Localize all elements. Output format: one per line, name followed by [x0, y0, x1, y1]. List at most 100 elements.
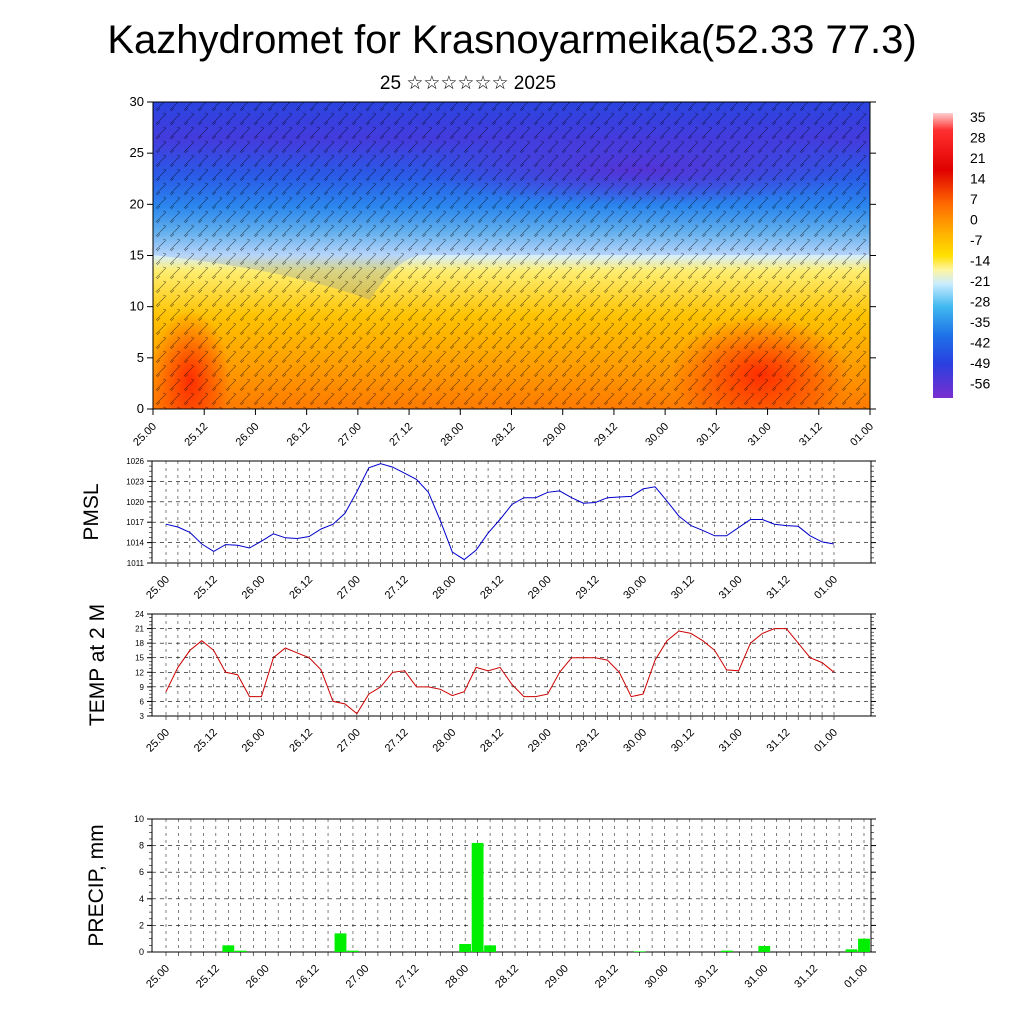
xsec-x-tick-label: 26.12 [285, 421, 313, 449]
x-tick-label: 31.12 [764, 727, 792, 755]
x-tick-label: 28.00 [430, 574, 458, 602]
y-tick-label: 1026 [126, 457, 144, 466]
x-tick-label: 26.12 [287, 574, 315, 602]
x-tick-label: 27.00 [344, 963, 372, 991]
colorbar-gradient [933, 113, 953, 398]
y-tick-label: 15 [135, 654, 144, 663]
x-tick-label: 25.00 [144, 727, 172, 755]
xsec-y-tick-label: 0 [137, 401, 144, 416]
y-tick-label: 9 [140, 683, 145, 692]
y-tick-label: 2 [139, 920, 144, 930]
xsec-x-tick-label: 29.00 [541, 421, 569, 449]
x-tick-label: 30.00 [621, 574, 649, 602]
x-tick-label: 01.00 [812, 727, 840, 755]
precip-panel: 0 2 4 6 8 10 25.00 25.12 26.00 26.12 27.00 27.12 28.… [85, 814, 876, 991]
colorbar-label: 28 [970, 130, 986, 146]
xsec-x-tick-label: 29.12 [592, 421, 620, 449]
colorbar-label: -7 [970, 232, 983, 248]
xsec-y-tick-label: 15 [130, 248, 144, 263]
temp-panel: 3 6 9 12 15 18 21 24 25.00 25.12 26.00 26.12 27.00 27… [86, 604, 876, 755]
precip-bar [234, 950, 247, 952]
y-axis-label: PMSL [80, 483, 103, 540]
y-tick-label: 10 [134, 814, 144, 824]
y-tick-label: 18 [135, 639, 144, 648]
xsec-y-tick-label: 25 [130, 145, 144, 160]
page-title: Kazhydromet for Krasnoyarmeika(52.33 77.… [107, 18, 917, 62]
precip-bar [459, 944, 472, 952]
page-subtitle: 25 ☆☆☆☆☆☆ 2025 [379, 73, 557, 94]
colorbar-label: -21 [970, 273, 990, 289]
y-tick-label: 21 [135, 625, 144, 634]
x-tick-label: 01.00 [842, 963, 870, 991]
y-tick-label: 6 [139, 867, 144, 877]
xsec-x-tick-label: 31.00 [746, 421, 774, 449]
x-tick-label: 29.12 [593, 963, 621, 991]
cross-section-panel: 0 5 10 15 20 25 30 25.00 25.12 26.00 26.12 27.00 27.… [130, 94, 877, 449]
x-tick-label: 25.00 [144, 963, 172, 991]
precip-bar [633, 951, 646, 952]
colorbar-label: 21 [970, 150, 986, 166]
y-axis-label: TEMP at 2 M [86, 604, 109, 726]
x-tick-label: 31.12 [792, 963, 820, 991]
xsec-x-tick-label: 01.00 [848, 421, 876, 449]
colorbar-label: -35 [970, 314, 990, 330]
x-tick-label: 30.00 [643, 963, 671, 991]
x-tick-label: 01.00 [812, 574, 840, 602]
colorbar-label: 7 [970, 191, 978, 207]
x-tick-label: 29.12 [574, 727, 602, 755]
colorbar-label: -28 [970, 294, 990, 310]
y-tick-label: 4 [139, 894, 144, 904]
y-tick-label: 1017 [126, 518, 144, 527]
y-tick-label: 12 [135, 668, 144, 677]
xsec-x-tick-label: 25.00 [131, 421, 159, 449]
x-tick-label: 28.12 [478, 727, 506, 755]
x-tick-label: 29.12 [574, 574, 602, 602]
x-tick-label: 31.12 [764, 574, 792, 602]
colorbar-label: -14 [970, 253, 990, 269]
x-tick-label: 27.12 [383, 574, 411, 602]
panel-frame [151, 460, 872, 564]
x-tick-label: 31.00 [742, 963, 770, 991]
y-tick-label: 1020 [126, 498, 144, 507]
colorbar-label: 14 [970, 171, 986, 187]
precip-bar [222, 945, 235, 952]
precip-bar [858, 938, 870, 952]
x-tick-label: 29.00 [543, 963, 571, 991]
x-tick-label: 26.00 [240, 727, 268, 755]
x-tick-label: 31.00 [717, 727, 745, 755]
x-tick-label: 26.12 [294, 963, 322, 991]
precip-bar [471, 842, 484, 952]
xsec-x-tick-label: 28.00 [438, 421, 466, 449]
x-tick-label: 27.12 [393, 963, 421, 991]
precip-bar [347, 950, 359, 952]
wind-barbs [153, 102, 870, 409]
y-tick-label: 0 [139, 947, 144, 957]
xsec-x-tick-label: 27.00 [336, 421, 364, 449]
x-tick-label: 30.12 [669, 727, 697, 755]
precip-bar [484, 945, 496, 952]
x-tick-label: 25.12 [194, 963, 222, 991]
x-tick-label: 25.12 [192, 727, 220, 755]
x-tick-label: 28.12 [493, 963, 521, 991]
y-tick-label: 1011 [127, 559, 145, 568]
y-tick-label: 1023 [126, 477, 144, 486]
y-tick-label: 3 [140, 712, 145, 721]
xsec-x-tick-label: 28.12 [490, 421, 518, 449]
x-tick-label: 26.12 [287, 727, 315, 755]
precip-bar [334, 933, 347, 952]
y-tick-label: 24 [135, 610, 144, 619]
panel-frame [151, 613, 872, 717]
colorbar-label: -49 [970, 355, 990, 371]
x-tick-label: 27.12 [383, 727, 411, 755]
x-tick-label: 30.12 [693, 963, 721, 991]
x-tick-label: 28.00 [443, 963, 471, 991]
pmsl-panel: 1011 1014 1017 1020 1023 1026 25.00 25.12 26.00 2… [80, 457, 876, 602]
panel-frame [151, 818, 872, 953]
xsec-x-tick-label: 25.12 [182, 421, 210, 449]
xsec-y-tick-label: 30 [130, 94, 144, 109]
y-tick-label: 8 [139, 841, 144, 851]
xsec-x-tick-label: 31.12 [797, 421, 825, 449]
colorbar-label: 0 [970, 212, 978, 228]
x-tick-label: 26.00 [244, 963, 272, 991]
